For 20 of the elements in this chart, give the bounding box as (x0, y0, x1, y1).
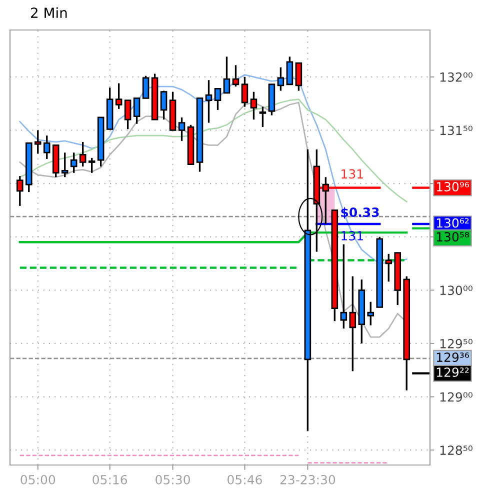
y-tick-label: 129⁵⁰ (440, 338, 472, 348)
ref-line-label: 130⁵⁸ (436, 232, 469, 242)
annotation: $0.33 (341, 207, 379, 219)
ref-line-label: 129²² (436, 367, 469, 377)
y-tick-label: 128⁵⁰ (440, 446, 472, 455)
annotation: 131 (342, 231, 363, 240)
ref-line-label: 130⁹⁶ (436, 182, 470, 192)
annotation: 131 (342, 169, 363, 179)
ref-line-label: 130⁶² (436, 218, 469, 228)
chart-title: 2 Min (31, 7, 67, 18)
y-tick-label: 132⁰⁰ (440, 72, 472, 82)
y-tick-label: 130⁰⁰ (440, 286, 472, 296)
x-tick-label: 05:00 (20, 474, 56, 484)
x-tick-label: 05:46 (228, 474, 262, 484)
x-tick-label: 05:30 (156, 474, 190, 484)
x-tick-label: 23-23:30 (280, 474, 336, 484)
x-tick-label: 05:16 (92, 474, 128, 484)
y-tick-label: 131⁵⁰ (440, 126, 472, 136)
y-tick-label: 129⁰⁰ (440, 392, 472, 402)
ref-line-label: 129³⁶ (436, 352, 470, 362)
